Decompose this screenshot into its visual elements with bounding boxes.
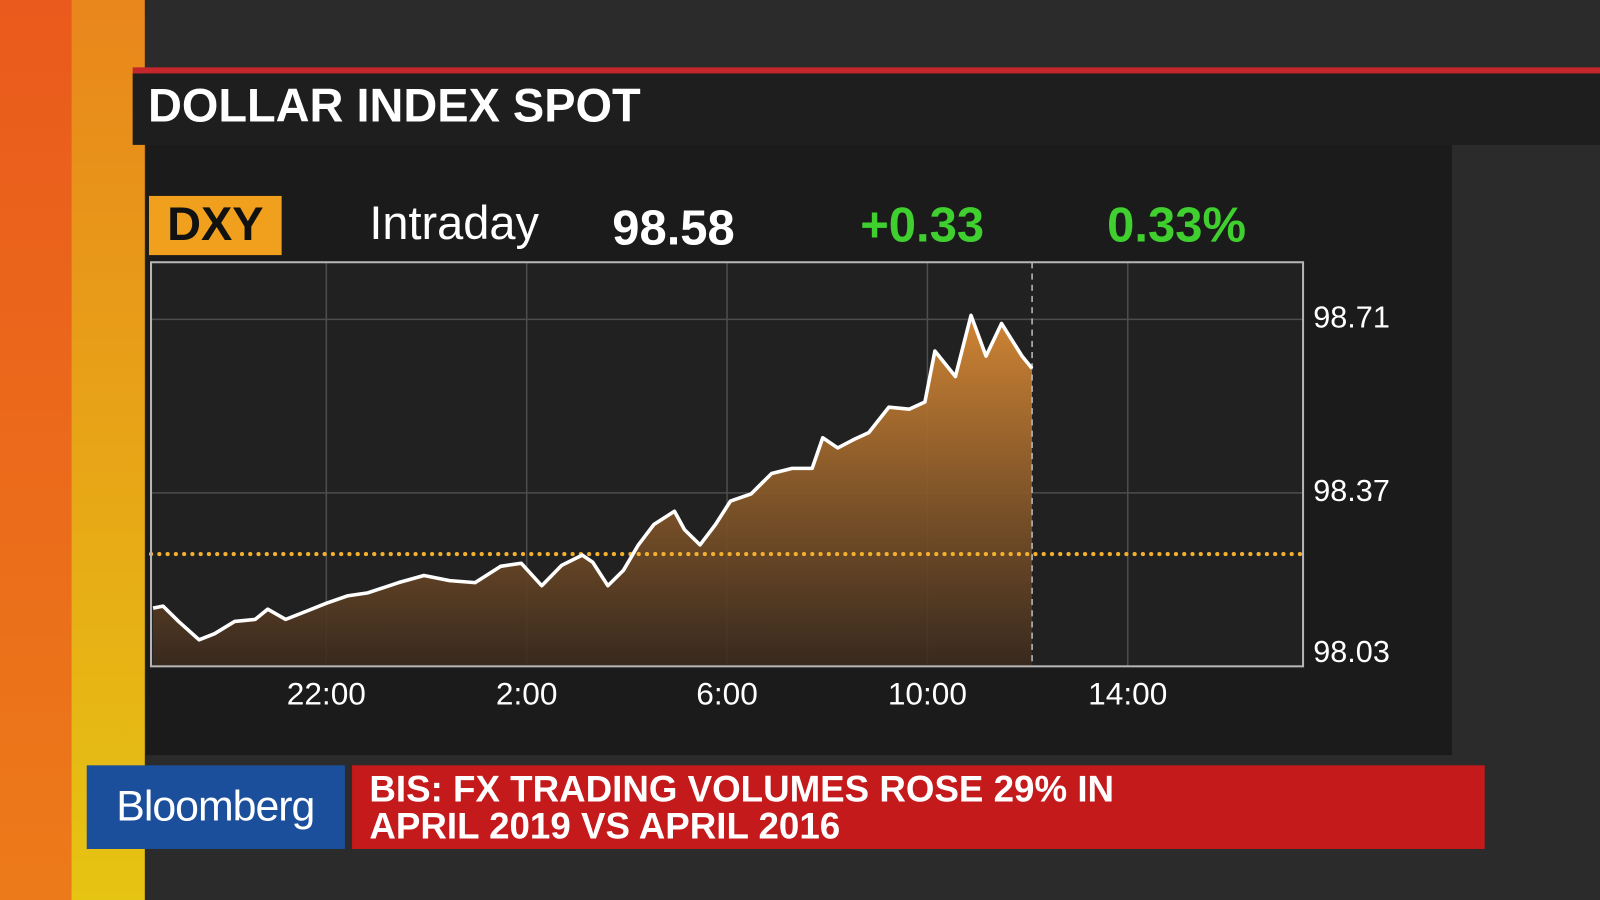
headline-line: APRIL 2019 VS APRIL 2016	[369, 805, 840, 846]
plot-border	[150, 261, 1305, 668]
x-tick-label: 10:00	[888, 675, 967, 711]
x-tick-label: 6:00	[696, 675, 758, 711]
y-tick-label: 98.37	[1313, 474, 1390, 508]
ticker-box	[148, 195, 282, 256]
period: Intraday	[369, 197, 539, 249]
y-tick-label: 98.71	[1313, 300, 1390, 334]
area	[153, 315, 1033, 667]
line	[152, 313, 1034, 642]
stripe	[71, 0, 145, 900]
change: +0.33	[860, 199, 984, 253]
x-tick-label: 22:00	[287, 675, 366, 711]
title-rule	[132, 67, 1600, 74]
brand: Bloomberg	[116, 782, 314, 830]
change-percent: 0.33%	[1107, 199, 1246, 253]
price: 98.58	[612, 202, 735, 256]
x-tick-label: 2:00	[496, 675, 558, 711]
title-bar	[132, 73, 1600, 145]
y-tick-label: 98.03	[1313, 635, 1390, 669]
stripe	[0, 0, 72, 900]
brand-box	[86, 765, 345, 849]
headline-line: BIS: FX TRADING VOLUMES ROSE 29% IN	[369, 769, 1114, 810]
title: DOLLAR INDEX SPOT	[148, 80, 641, 132]
ticker-symbol: DXY	[167, 198, 263, 250]
x-tick-label: 14:00	[1088, 675, 1167, 711]
headline-box	[352, 765, 1485, 849]
